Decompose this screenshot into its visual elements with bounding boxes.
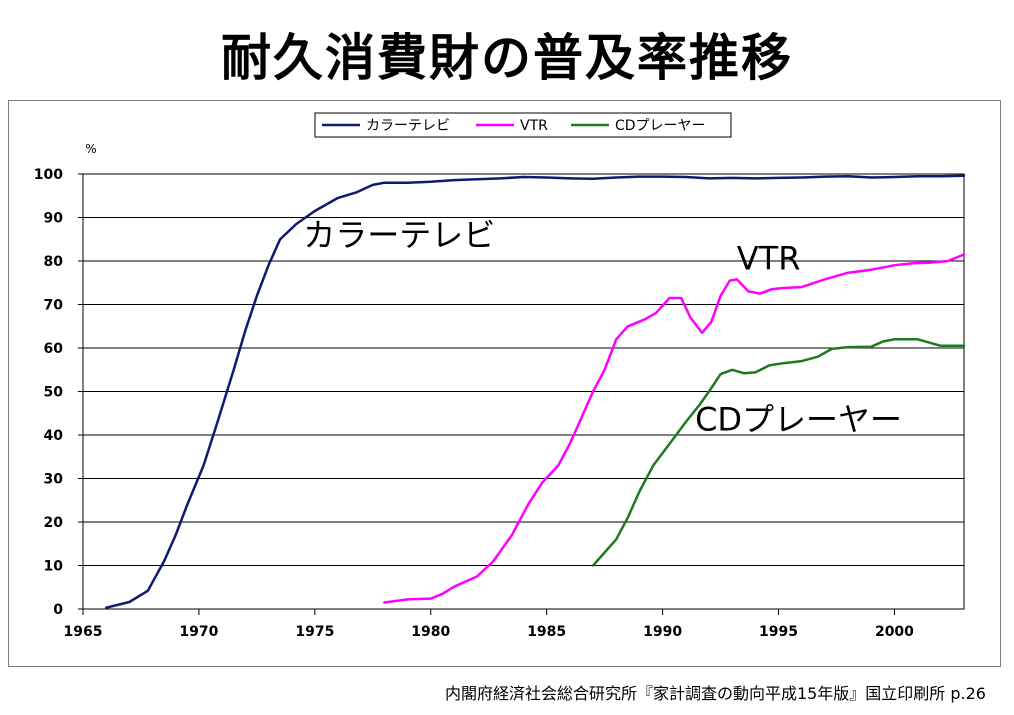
- y-tick-label: 20: [44, 515, 64, 531]
- series-annotation-2: CDプレーヤー: [695, 401, 902, 439]
- page-title: 耐久消費財の普及率推移: [221, 29, 793, 87]
- y-tick-label: 100: [34, 167, 63, 183]
- x-tick-label: 1975: [295, 624, 334, 640]
- series-line-2: [591, 338, 966, 567]
- x-tick-label: 1985: [527, 624, 566, 640]
- y-tick-label: 0: [53, 602, 63, 618]
- y-tick-label: 60: [44, 341, 64, 357]
- x-tick-label: 1995: [759, 624, 798, 640]
- legend-label-1: VTR: [520, 118, 548, 134]
- x-tick-label: 1990: [643, 624, 682, 640]
- source-citation: 内閣府経済社会総合研究所『家計調査の動向平成15年版』国立印刷所 p.26: [444, 684, 986, 703]
- legend: カラーテレビ VTR CDプレーヤー: [314, 112, 732, 138]
- y-tick-label: 90: [44, 211, 64, 227]
- x-tick-label: 1980: [411, 624, 450, 640]
- y-axis-label: %: [85, 142, 96, 156]
- series-annotation-1: VTR: [737, 240, 801, 278]
- y-tick-label: 50: [44, 385, 64, 401]
- chart-frame: [8, 100, 1001, 667]
- y-tick-label: 30: [44, 472, 64, 488]
- series-line-0: [104, 174, 966, 609]
- x-tick-label: 1965: [64, 624, 103, 640]
- series-annotation-0: カラーテレビ: [303, 216, 495, 254]
- y-tick-label: 40: [44, 428, 64, 444]
- y-tick-label: 80: [44, 254, 64, 270]
- legend-label-0: カラーテレビ: [366, 118, 450, 134]
- series-line-1: [383, 253, 966, 604]
- x-tick-label: 1970: [179, 624, 218, 640]
- y-tick-label: 70: [44, 298, 64, 314]
- legend-box: [314, 112, 732, 138]
- legend-label-2: CDプレーヤー: [615, 118, 706, 134]
- x-tick-label: 2000: [875, 624, 914, 640]
- y-tick-label: 10: [44, 559, 64, 575]
